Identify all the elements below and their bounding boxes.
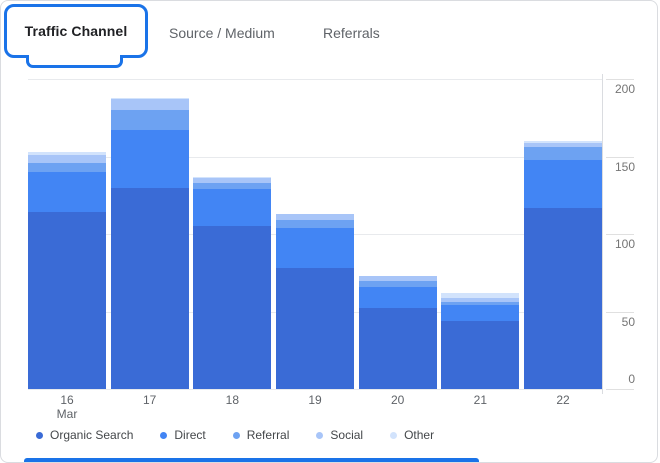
y-axis-label: 50 bbox=[621, 314, 635, 329]
y-axis-tick bbox=[606, 156, 634, 158]
legend-item-referral: Referral bbox=[232, 428, 290, 442]
legend-item-direct: Direct bbox=[160, 428, 206, 442]
bar-18 bbox=[193, 176, 272, 389]
referral-segment[interactable] bbox=[193, 182, 272, 190]
y-axis-label: 200 bbox=[614, 82, 635, 96]
organic-search-legend-dot-icon bbox=[36, 431, 43, 439]
organic-search-segment[interactable] bbox=[110, 187, 189, 389]
x-axis-label: 18 bbox=[225, 393, 239, 407]
legend-label: Direct bbox=[174, 428, 206, 442]
legend-item-social: Social bbox=[316, 428, 363, 442]
direct-segment[interactable] bbox=[524, 159, 602, 208]
bar-21 bbox=[441, 292, 520, 389]
bar-22 bbox=[524, 140, 602, 389]
y-axis-label: 0 bbox=[628, 372, 635, 386]
organic-search-segment[interactable] bbox=[28, 212, 106, 389]
other-segment[interactable] bbox=[28, 151, 106, 155]
organic-search-segment[interactable] bbox=[193, 226, 272, 389]
tab-source-medium-label: Source / Medium bbox=[169, 25, 275, 41]
social-segment[interactable] bbox=[193, 178, 272, 183]
tab-traffic-channel[interactable]: Traffic Channel bbox=[4, 4, 148, 58]
other-segment[interactable] bbox=[110, 97, 189, 100]
bar-17 bbox=[110, 97, 189, 389]
referral-segment[interactable] bbox=[524, 147, 602, 160]
legend-item-other: Other bbox=[390, 428, 434, 442]
organic-search-segment[interactable] bbox=[358, 308, 437, 389]
social-segment[interactable] bbox=[441, 297, 520, 303]
other-segment[interactable] bbox=[441, 292, 520, 298]
referral-segment[interactable] bbox=[110, 109, 189, 131]
social-segment[interactable] bbox=[28, 154, 106, 163]
y-axis-label: 150 bbox=[614, 159, 635, 174]
tab-source-medium[interactable]: Source / Medium bbox=[169, 25, 275, 43]
legend-item-organic-search: Organic Search bbox=[36, 428, 133, 442]
tab-traffic-channel-label: Traffic Channel bbox=[24, 23, 128, 39]
y-axis-tick bbox=[606, 234, 634, 235]
other-legend-dot-icon bbox=[390, 431, 398, 439]
referral-legend-dot-icon bbox=[232, 431, 240, 439]
legend-label: Social bbox=[330, 428, 364, 442]
tab-referrals-label: Referrals bbox=[323, 25, 380, 41]
direct-segment[interactable] bbox=[110, 130, 189, 188]
gridline bbox=[28, 389, 602, 390]
other-segment[interactable] bbox=[193, 176, 272, 179]
social-legend-dot-icon bbox=[316, 431, 324, 439]
gridline bbox=[28, 156, 602, 158]
social-segment[interactable] bbox=[110, 99, 189, 110]
x-axis-label: 16 Mar bbox=[47, 393, 87, 421]
referral-segment[interactable] bbox=[28, 162, 106, 173]
referral-segment[interactable] bbox=[441, 302, 520, 306]
referral-segment[interactable] bbox=[358, 280, 437, 287]
x-axis-month-label: Mar bbox=[56, 407, 78, 421]
x-axis-label: 20 bbox=[390, 393, 405, 407]
bar-20 bbox=[358, 275, 437, 389]
direct-legend-dot-icon bbox=[160, 431, 168, 439]
referral-segment[interactable] bbox=[276, 220, 354, 228]
y-axis-tick bbox=[606, 389, 634, 390]
bar-19 bbox=[276, 213, 354, 389]
y-axis-label: 100 bbox=[614, 237, 635, 251]
gridline bbox=[28, 79, 602, 80]
chart-legend: Organic Search Direct Referral Social Other bbox=[36, 428, 434, 442]
x-axis-label: 22 bbox=[556, 393, 570, 407]
x-axis-label: 17 bbox=[142, 393, 157, 407]
direct-segment[interactable] bbox=[276, 227, 354, 269]
legend-label: Other bbox=[404, 428, 435, 442]
direct-segment[interactable] bbox=[358, 286, 437, 309]
x-axis-label: 19 bbox=[308, 393, 322, 407]
social-segment[interactable] bbox=[358, 275, 437, 281]
social-segment[interactable] bbox=[524, 142, 602, 148]
y-axis-tick bbox=[606, 79, 634, 80]
organic-search-segment[interactable] bbox=[524, 207, 602, 389]
y-axis-tick bbox=[606, 311, 634, 313]
next-card-focus-stripe bbox=[24, 458, 479, 462]
bar-16 bbox=[28, 151, 106, 389]
direct-segment[interactable] bbox=[28, 172, 106, 213]
direct-segment[interactable] bbox=[441, 305, 520, 321]
direct-segment[interactable] bbox=[193, 189, 272, 227]
x-axis-label: 21 bbox=[473, 393, 487, 407]
legend-label: Organic Search bbox=[50, 428, 134, 442]
y-axis-line bbox=[602, 74, 603, 394]
legend-label: Referral bbox=[246, 428, 290, 442]
organic-search-segment[interactable] bbox=[441, 320, 520, 389]
organic-search-segment[interactable] bbox=[276, 268, 354, 389]
other-segment[interactable] bbox=[524, 140, 602, 143]
tab-active-indicator-notch bbox=[26, 55, 123, 68]
tab-referrals[interactable]: Referrals bbox=[323, 25, 380, 43]
social-segment[interactable] bbox=[276, 213, 354, 221]
